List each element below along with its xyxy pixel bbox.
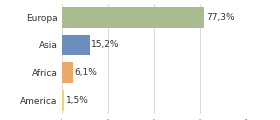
- Text: 6,1%: 6,1%: [74, 68, 97, 77]
- Bar: [62, 90, 64, 111]
- Bar: [62, 7, 204, 28]
- Bar: [62, 62, 73, 83]
- Text: 1,5%: 1,5%: [66, 96, 89, 105]
- Text: 15,2%: 15,2%: [91, 41, 120, 49]
- Text: 77,3%: 77,3%: [206, 13, 235, 22]
- Bar: [62, 35, 90, 55]
